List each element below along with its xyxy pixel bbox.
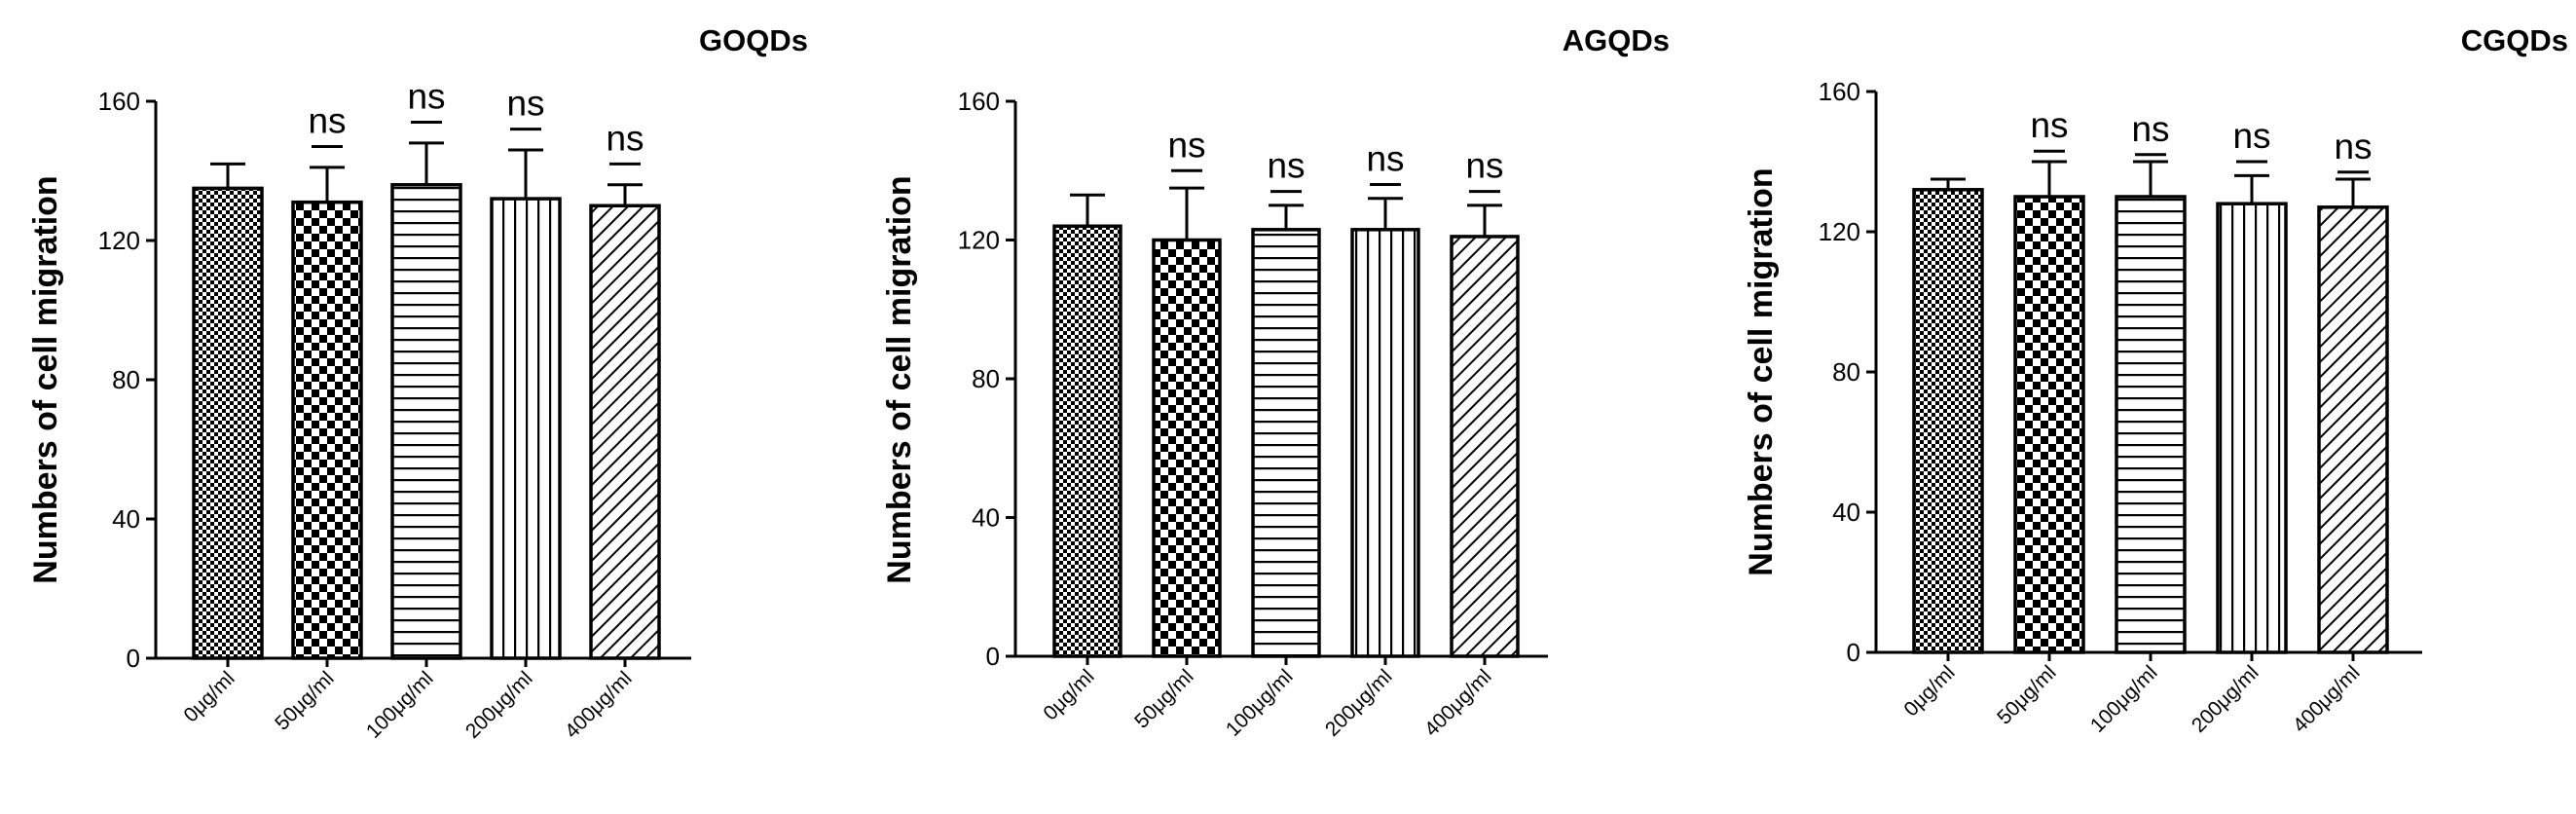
chart-title: GOQDs	[699, 23, 808, 57]
y-tick-label: 120	[1819, 217, 1860, 246]
chart-agqds: AGQDs Numbers of cell migration 0 40 80 120 16…	[881, 23, 1670, 741]
x-tick-label: 100μg/ml	[1222, 665, 1298, 741]
x-tick-label: 200μg/ml	[461, 667, 537, 743]
bar	[2216, 202, 2288, 654]
bar	[1912, 188, 1984, 654]
x-tick-label: 400μg/ml	[2289, 661, 2365, 737]
y-tick-label: 160	[958, 87, 1000, 116]
y-axis-label: Numbers of cell migration	[27, 175, 64, 583]
y-axis-label: Numbers of cell migration	[881, 175, 918, 583]
bar	[390, 183, 462, 660]
y-tick-label: 40	[112, 504, 140, 534]
x-tick-label: 0μg/ml	[179, 667, 239, 726]
significance-label: ns	[308, 100, 346, 140]
bar	[2115, 195, 2187, 654]
bar	[192, 186, 264, 660]
y-tick-label: 40	[972, 503, 1000, 533]
x-tick-label: 400μg/ml	[1420, 665, 1496, 741]
y-tick-label: 0	[127, 644, 140, 673]
chart-cgqds: CGQDs Numbers of cell migration 0 40 80 120 16…	[1743, 23, 2568, 737]
x-tick-label: 100μg/ml	[362, 667, 438, 743]
bar	[589, 204, 661, 660]
y-tick-label: 80	[112, 365, 140, 394]
bar	[1152, 238, 1222, 658]
bar	[1052, 224, 1122, 658]
x-tick-label: 50μg/ml	[271, 667, 338, 734]
significance-label: ns	[506, 84, 544, 124]
x-tick-label: 200μg/ml	[1321, 665, 1397, 741]
y-tick-label: 80	[972, 364, 1000, 393]
bar	[490, 197, 562, 660]
significance-label: ns	[2232, 116, 2270, 156]
x-tick-label: 400μg/ml	[561, 667, 637, 743]
significance-label: ns	[1167, 125, 1205, 165]
y-tick-label: 0	[1847, 638, 1860, 667]
y-tick-label: 40	[1832, 498, 1860, 527]
significance-label: ns	[1465, 146, 1503, 186]
chart-title: CGQDs	[2461, 23, 2568, 57]
bar	[2013, 195, 2085, 654]
significance-label: ns	[606, 118, 644, 158]
y-tick-label: 80	[1832, 357, 1860, 387]
x-tick-label: 50μg/ml	[1993, 661, 2060, 728]
y-tick-label: 120	[958, 226, 1000, 255]
y-tick-label: 160	[1819, 77, 1860, 106]
bar	[1251, 228, 1321, 658]
x-tick-label: 200μg/ml	[2188, 661, 2263, 737]
chart-goqds: GOQDs Numbers of cell migration 0 40 80 120 16…	[27, 23, 808, 743]
charts-container: GOQDs Numbers of cell migration 0 40 80 120 16…	[27, 23, 2568, 743]
y-tick-label: 0	[986, 642, 1000, 671]
bar	[2317, 205, 2389, 654]
bar	[291, 200, 363, 660]
significance-label: ns	[2334, 127, 2372, 166]
y-tick-label: 120	[98, 226, 140, 255]
y-tick-label: 160	[98, 87, 140, 116]
x-tick-label: 0μg/ml	[1039, 665, 1098, 724]
significance-label: ns	[1366, 139, 1404, 179]
significance-label: ns	[1267, 146, 1305, 186]
x-tick-label: 50μg/ml	[1130, 665, 1197, 732]
y-axis-label: Numbers of cell migration	[1743, 167, 1780, 575]
bar	[1450, 235, 1520, 658]
bar	[1350, 228, 1420, 658]
significance-label: ns	[2030, 105, 2068, 145]
chart-title: AGQDs	[1563, 23, 1670, 57]
x-tick-label: 0μg/ml	[1899, 661, 1959, 721]
significance-label: ns	[407, 76, 445, 116]
x-tick-label: 100μg/ml	[2086, 661, 2162, 737]
significance-label: ns	[2131, 109, 2169, 149]
